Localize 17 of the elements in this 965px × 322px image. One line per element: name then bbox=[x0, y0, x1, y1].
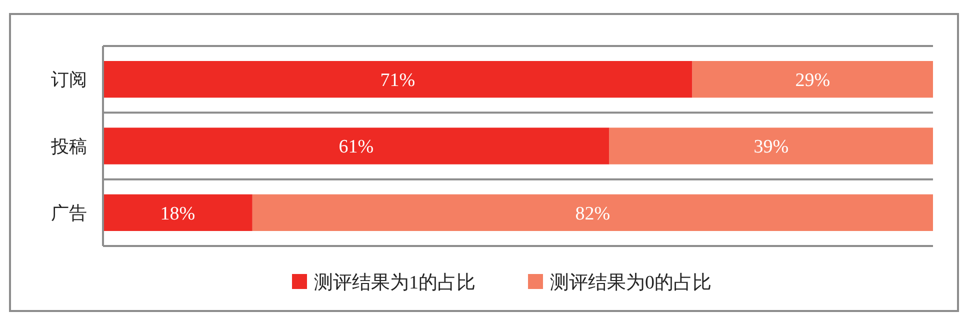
bar bbox=[103, 128, 610, 164]
legend-label: 测评结果为0的占比 bbox=[550, 272, 712, 294]
bar bbox=[252, 194, 933, 231]
bar bbox=[103, 194, 252, 231]
data-label: 61% bbox=[338, 136, 374, 158]
data-label: 39% bbox=[754, 136, 789, 158]
legend-label: 测评结果为1的占比 bbox=[314, 272, 476, 294]
data-label: 82% bbox=[575, 203, 610, 224]
y-tick-label: 投稿 bbox=[50, 136, 87, 156]
data-label: 29% bbox=[795, 70, 830, 91]
data-label: 71% bbox=[380, 70, 416, 91]
y-tick-label: 订阅 bbox=[51, 70, 87, 90]
data-label: 18% bbox=[160, 203, 196, 224]
bar bbox=[692, 61, 933, 98]
bar bbox=[609, 128, 933, 164]
bar bbox=[103, 61, 692, 98]
y-tick-label: 广告 bbox=[51, 202, 87, 223]
